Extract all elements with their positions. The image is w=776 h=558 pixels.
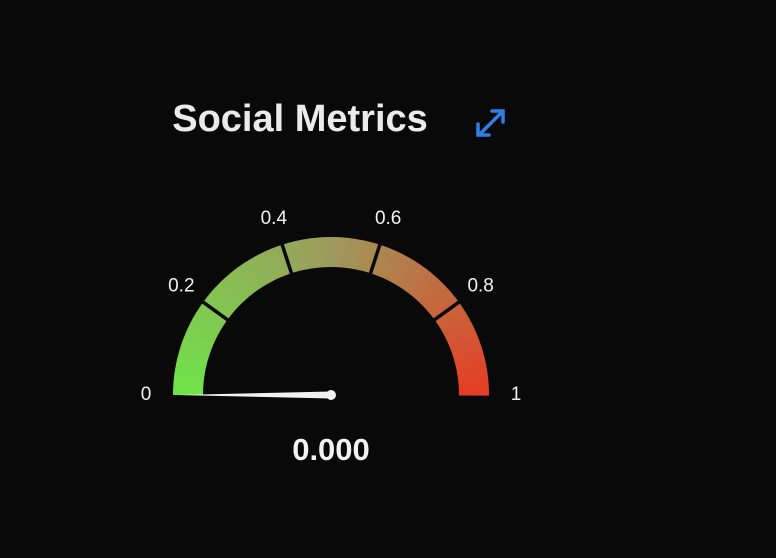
gauge-band (259, 251, 278, 281)
gauge-band (375, 246, 393, 277)
gauge-band (185, 328, 215, 347)
tick-label: 0.4 (261, 208, 288, 229)
gauge-band (177, 351, 208, 366)
gauge-band (174, 369, 205, 380)
gauge-band (384, 251, 404, 282)
gauge-band (440, 312, 470, 333)
gauge-band (360, 241, 375, 272)
tick-divider (201, 300, 230, 322)
gauge-band (173, 388, 204, 395)
gauge-band (454, 352, 485, 366)
gauge-band (190, 317, 220, 337)
needle (176, 391, 331, 399)
gauge-band (182, 333, 213, 351)
gauge-band (324, 237, 332, 268)
gauge-band (379, 249, 398, 279)
tick-label: 0.2 (168, 275, 194, 296)
gauge-band (300, 238, 312, 270)
gauge-band (442, 317, 473, 338)
tick-divider (432, 300, 461, 322)
gauge-band (351, 238, 363, 270)
gauge-band (402, 263, 425, 292)
gauge-band (196, 306, 225, 329)
gauge-band (341, 237, 351, 268)
gauge-band (318, 237, 327, 268)
gauge-band (397, 260, 420, 289)
gauge-band (421, 283, 448, 309)
expand-icon[interactable] (476, 109, 505, 137)
gauge-band (248, 256, 269, 286)
gauge-band (253, 253, 274, 284)
gauge-band (288, 241, 302, 272)
gauge-band (431, 297, 460, 321)
value-label: 0.000 (292, 432, 370, 467)
gauge-band (452, 346, 484, 361)
gauge-band (458, 388, 489, 396)
gauge-band (406, 267, 430, 295)
gauge-band (294, 239, 307, 271)
gauge-band (410, 270, 435, 299)
widget-title: Social Metrics (172, 98, 428, 140)
gauge-band (173, 375, 204, 385)
gauge-band (389, 254, 409, 284)
gauge-band (178, 345, 210, 361)
gauge-band (210, 287, 238, 312)
gauge-band (458, 382, 489, 391)
gauge-band (193, 311, 223, 333)
gauge-band (223, 274, 249, 302)
gauge-band (370, 244, 387, 276)
gauge-band (393, 257, 415, 287)
gauge-band (428, 292, 456, 317)
gauge-band (199, 301, 228, 324)
gauge-band (180, 339, 212, 356)
gauge-band (187, 322, 218, 342)
tick-label: 1 (511, 384, 522, 405)
tick-divider (368, 243, 382, 275)
gauge-band (176, 357, 207, 371)
gauge-band (449, 334, 480, 352)
gauge-band (414, 274, 439, 302)
gauge-band (331, 237, 338, 268)
tick-label: 0.6 (375, 208, 401, 229)
gauge-band (456, 364, 488, 376)
gauge-band (355, 240, 369, 271)
gauge-band (174, 363, 206, 375)
gauge-band (243, 259, 265, 289)
gauge-band (214, 282, 241, 309)
gauge-band (206, 291, 235, 316)
gauge-band (437, 307, 467, 329)
gauge-band (445, 323, 475, 342)
gauge: 0 0.2 0.4 0.6 0.8 1 (141, 208, 522, 405)
tick-divider (280, 243, 294, 275)
gauge-band (270, 246, 288, 277)
gauge-band (424, 287, 452, 313)
gauge-band (455, 358, 487, 371)
gauge-band (434, 302, 463, 325)
gauge-band (447, 328, 478, 347)
tick-label: 0.8 (467, 275, 493, 296)
needle-hub (326, 390, 336, 400)
gauge-band (417, 278, 444, 305)
gauge-band (228, 270, 253, 298)
gauge-band (451, 340, 482, 356)
gauge-band (219, 278, 245, 305)
gauge-band (203, 296, 231, 320)
gauge-band (233, 266, 257, 295)
tick-label: 0 (141, 384, 152, 405)
gauge-band (346, 238, 357, 269)
gauge-band (238, 263, 261, 292)
gauge-band (264, 248, 283, 279)
